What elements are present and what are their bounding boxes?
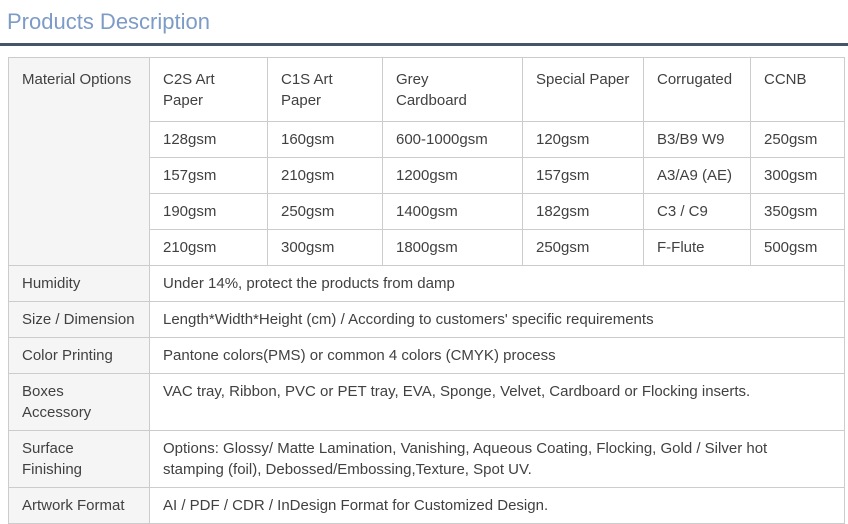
material-values-row: 210gsm 300gsm 1800gsm 250gsm F-Flute 500…: [9, 229, 845, 266]
material-value-cell: C3 / C9: [643, 193, 751, 230]
material-value-cell: 160gsm: [267, 121, 383, 158]
material-value-cell: 182gsm: [522, 193, 644, 230]
material-value-cell: 250gsm: [750, 121, 845, 158]
material-value-cell: 500gsm: [750, 229, 845, 266]
spec-value-cell: Length*Width*Height (cm) / According to …: [149, 301, 845, 338]
title-divider: [0, 43, 848, 46]
material-column-label: Corrugated: [657, 71, 733, 88]
material-values-row: 128gsm 160gsm 600-1000gsm 120gsm B3/B9 W…: [9, 121, 845, 158]
product-specs-table: Material Options C2S Art Paper C1S Art P…: [8, 57, 845, 524]
material-column-header: C2S Art Paper: [149, 57, 268, 122]
material-value-cell: 600-1000gsm: [382, 121, 523, 158]
spec-value-cell: Options: Glossy/ Matte Lamination, Vanis…: [149, 430, 845, 488]
material-value-cell: 210gsm: [149, 229, 268, 266]
material-column-header: Grey Cardboard: [382, 57, 523, 122]
spec-label-cell: Humidity: [8, 265, 150, 302]
spec-label: Material Options: [22, 71, 132, 88]
material-values-row: 190gsm 250gsm 1400gsm 182gsm C3 / C9 350…: [9, 193, 845, 230]
material-value-cell: 300gsm: [267, 229, 383, 266]
material-value-cell: 1200gsm: [382, 157, 523, 194]
spec-label-cell: Surface Finishing: [8, 430, 150, 488]
material-column-header: Special Paper: [522, 57, 644, 122]
material-value-cell: 120gsm: [522, 121, 644, 158]
material-column-header: Corrugated: [643, 57, 751, 122]
material-column-label: Grey Cardboard: [396, 71, 467, 109]
material-value-cell: A3/A9 (AE): [643, 157, 751, 194]
spec-label-cell: Boxes Accessory: [8, 373, 150, 431]
material-value-cell: 250gsm: [522, 229, 644, 266]
spec-label-cell: Color Printing: [8, 337, 150, 374]
spec-row-size-dimension: Size / Dimension Length*Width*Height (cm…: [8, 301, 845, 338]
material-column-header: C1S Art Paper: [267, 57, 383, 122]
material-column-label: C2S Art Paper: [163, 71, 215, 109]
spec-label-cell: Size / Dimension: [8, 301, 150, 338]
material-column-label: CCNB: [764, 71, 807, 88]
products-description-section: Products Description Material Options C2…: [0, 9, 848, 524]
material-value-cell: F-Flute: [643, 229, 751, 266]
spec-row-surface-finishing: Surface Finishing Options: Glossy/ Matte…: [8, 430, 845, 488]
spec-value-cell: Pantone colors(PMS) or common 4 colors (…: [149, 337, 845, 374]
spec-value-cell: Under 14%, protect the products from dam…: [149, 265, 845, 302]
material-value-cell: 1400gsm: [382, 193, 523, 230]
material-value-cell: 250gsm: [267, 193, 383, 230]
spec-row-color-printing: Color Printing Pantone colors(PMS) or co…: [8, 337, 845, 374]
material-value-cell: 128gsm: [149, 121, 268, 158]
material-column-label: Special Paper: [536, 71, 630, 88]
material-value-cell: 157gsm: [522, 157, 644, 194]
material-options-header-row: Material Options C2S Art Paper C1S Art P…: [8, 57, 845, 266]
page-title: Products Description: [7, 9, 210, 34]
material-value-cell: B3/B9 W9: [643, 121, 751, 158]
material-value-cell: 350gsm: [750, 193, 845, 230]
material-column-label: C1S Art Paper: [281, 71, 333, 109]
material-value-cell: 190gsm: [149, 193, 268, 230]
spec-row-humidity: Humidity Under 14%, protect the products…: [8, 265, 845, 302]
material-value-cell: 1800gsm: [382, 229, 523, 266]
spec-label: Surface Finishing: [22, 440, 83, 478]
spec-label-cell: Material Options: [8, 57, 150, 266]
material-values-row: 157gsm 210gsm 1200gsm 157gsm A3/A9 (AE) …: [9, 157, 845, 194]
spec-value-cell: VAC tray, Ribbon, PVC or PET tray, EVA, …: [149, 373, 845, 431]
material-value-cell: 157gsm: [149, 157, 268, 194]
spec-row-boxes-accessory: Boxes Accessory VAC tray, Ribbon, PVC or…: [8, 373, 845, 431]
material-column-header: CCNB: [750, 57, 845, 122]
material-value-cell: 300gsm: [750, 157, 845, 194]
material-value-cell: 210gsm: [267, 157, 383, 194]
